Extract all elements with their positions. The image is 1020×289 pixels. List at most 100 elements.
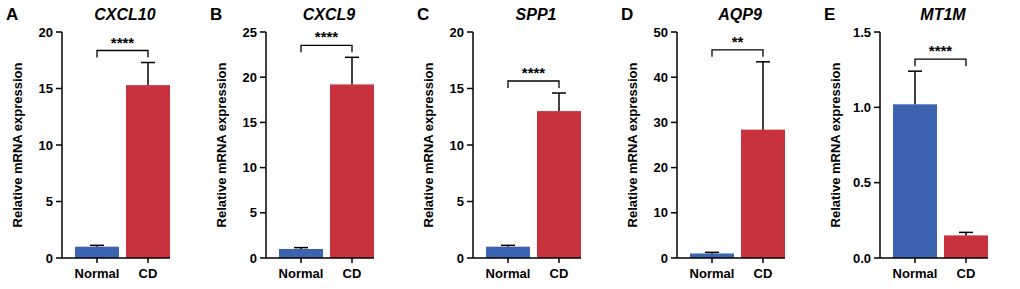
error-cap	[501, 245, 515, 247]
y-axis	[61, 32, 63, 258]
y-tick-label: 0	[250, 251, 257, 266]
y-axis-label: Relative mRNA expression	[421, 62, 436, 227]
x-tick-label: CD	[754, 266, 773, 281]
title: CXCL9	[303, 6, 356, 23]
x-tick-label: CD	[550, 266, 569, 281]
bar	[279, 249, 323, 258]
bars	[279, 57, 374, 258]
error-stem	[147, 63, 149, 86]
y-tick-label: 0	[46, 251, 53, 266]
x-axis	[880, 257, 988, 259]
bars	[75, 63, 170, 258]
error-cap	[345, 57, 359, 59]
y-tick	[671, 122, 677, 124]
y-tick	[260, 257, 266, 259]
x-axis	[677, 257, 785, 259]
y-tick-label: 10	[39, 138, 53, 153]
x-tick	[147, 258, 149, 263]
x-tick-label: Normal	[75, 266, 120, 281]
y-axis-label: Relative mRNA expression	[625, 62, 640, 227]
error-bar	[501, 245, 515, 246]
title: CXCL10	[94, 6, 155, 23]
y-tick-label: 20	[243, 70, 257, 85]
y-tick-label: 40	[654, 70, 668, 85]
significance-label: ****	[929, 42, 953, 59]
y-tick	[874, 31, 880, 33]
x-tick	[96, 258, 98, 263]
error-cap	[90, 245, 104, 247]
significance-bracket	[712, 50, 763, 57]
y-tick	[56, 31, 62, 33]
panel-letter: E	[824, 5, 835, 24]
y-tick	[467, 88, 473, 90]
panel-letter: A	[6, 5, 18, 24]
panel: CSPP1Relative mRNA expression05101520Nor…	[417, 5, 581, 281]
bars	[486, 93, 581, 258]
y-axis	[472, 32, 474, 258]
y-tick-label: 1.5	[853, 25, 871, 40]
y-axis-label: Relative mRNA expression	[828, 62, 843, 227]
error-stem	[351, 57, 353, 84]
y-tick-label: 10	[450, 138, 464, 153]
x-tick	[507, 258, 509, 263]
error-cap	[552, 92, 566, 94]
error-cap	[294, 247, 308, 249]
bar	[126, 85, 170, 258]
x-tick-label: Normal	[486, 266, 531, 281]
y-tick	[874, 107, 880, 109]
y-tick	[671, 76, 677, 78]
error-bar	[552, 93, 566, 111]
x-tick	[300, 258, 302, 263]
y-tick	[56, 201, 62, 203]
y-tick-label: 20	[39, 25, 53, 40]
y-tick	[260, 122, 266, 124]
y-tick-label: 0	[457, 251, 464, 266]
y-tick	[671, 257, 677, 259]
y-tick-label: 20	[654, 160, 668, 175]
bars	[893, 71, 988, 258]
bar	[75, 247, 119, 258]
y-tick	[260, 167, 266, 169]
x-tick-label: Normal	[690, 266, 735, 281]
y-tick-label: 0	[661, 251, 668, 266]
x-tick	[558, 258, 560, 263]
x-tick-label: Normal	[893, 266, 938, 281]
panel-letter: C	[417, 5, 429, 24]
x-tick	[711, 258, 713, 263]
bar	[537, 111, 581, 258]
x-axis	[266, 257, 374, 259]
y-axis-label: Relative mRNA expression	[10, 62, 25, 227]
significance-bracket	[97, 51, 148, 58]
y-tick-label: 15	[39, 81, 53, 96]
figure: A CXCL10 Relative mRNA expression 0 5 10 15 20 N…	[0, 0, 1020, 289]
y-axis	[879, 32, 881, 258]
panel: DAQP9Relative mRNA expression01020304050…	[621, 5, 785, 281]
significance-label: ****	[111, 34, 135, 51]
bar	[893, 104, 937, 258]
x-tick	[914, 258, 916, 263]
error-cap	[908, 70, 922, 72]
x-tick-label: CD	[957, 266, 976, 281]
panel-letter: B	[210, 5, 222, 24]
y-tick	[56, 88, 62, 90]
y-tick	[467, 144, 473, 146]
error-bar	[345, 57, 359, 84]
y-tick-label: 10	[243, 160, 257, 175]
significance-label: **	[732, 33, 744, 50]
y-tick-label: 15	[243, 115, 257, 130]
x-tick-label: Normal	[279, 266, 324, 281]
y-tick-label: 10	[654, 205, 668, 220]
error-cap	[756, 61, 770, 63]
bar	[944, 235, 988, 258]
error-stem	[914, 71, 916, 104]
x-tick-label: CD	[343, 266, 362, 281]
y-tick-label: 5	[457, 194, 464, 209]
error-stem	[762, 62, 764, 130]
error-bar	[908, 71, 922, 104]
panel: ACXCL10Relative mRNA expression05101520N…	[6, 5, 170, 281]
error-stem	[558, 93, 560, 111]
error-cap	[959, 232, 973, 234]
panel: EMT1MRelative mRNA expression0.00.51.01.…	[824, 5, 988, 281]
y-tick	[671, 31, 677, 33]
error-bar	[90, 245, 104, 246]
